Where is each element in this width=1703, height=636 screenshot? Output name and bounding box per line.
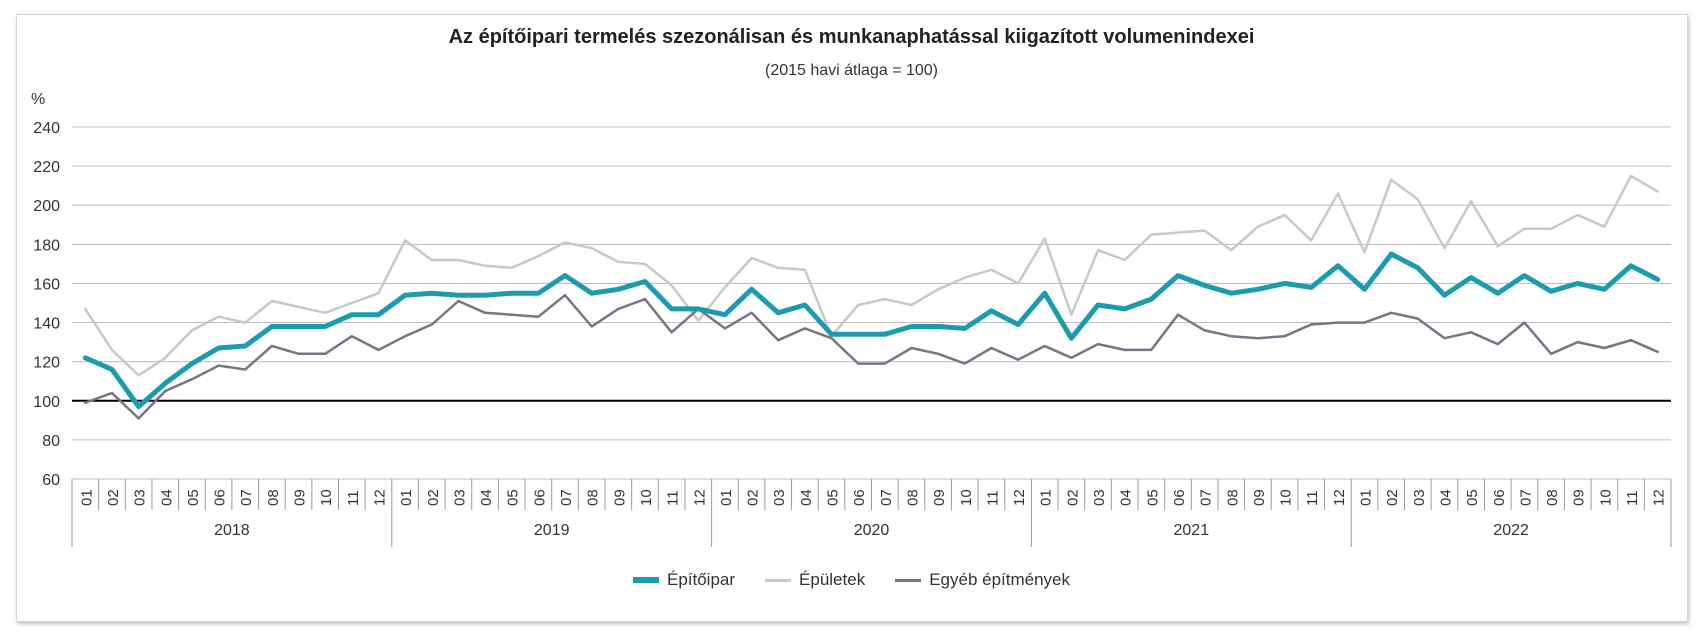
x-tick-label-month: 07 — [1517, 489, 1534, 506]
legend: Építőipar Épületek Egyéb építmények — [0, 570, 1703, 590]
x-tick-label-month: 11 — [984, 490, 1001, 506]
x-tick-label-month: 04 — [1437, 489, 1454, 506]
legend-label-egyeb: Egyéb építmények — [929, 570, 1071, 589]
legend-label-epitoipar: Építőipar — [666, 570, 736, 589]
y-tick-label-120: 120 — [33, 355, 60, 372]
x-tick-label-month: 02 — [745, 489, 762, 506]
x-tick-label-month: 06 — [851, 489, 868, 506]
legend-swatch-egyeb — [895, 578, 922, 582]
x-tick-label-month: 12 — [1011, 489, 1028, 506]
x-tick-label-month: 11 — [1304, 490, 1321, 506]
x-tick-label-month: 03 — [771, 489, 788, 506]
series-line-2 — [84, 293, 1659, 420]
chart-subtitle: (2015 havi átlaga = 100) — [764, 62, 938, 79]
x-tick-label-month: 12 — [1331, 489, 1348, 506]
x-tick-label-month: 01 — [398, 489, 415, 506]
x-tick-label-month: 08 — [265, 489, 282, 506]
x-tick-label-month: 05 — [1144, 489, 1161, 506]
x-tick-label-month: 08 — [904, 489, 921, 506]
legend-item-egyeb[interactable]: Egyéb építmények — [895, 570, 1070, 590]
x-tick-label-month: 02 — [105, 489, 122, 506]
x-tick-label-month: 12 — [691, 489, 708, 506]
x-tick-label-month: 12 — [371, 489, 388, 506]
x-tick-label-month: 02 — [1064, 489, 1081, 506]
x-tick-label-month: 11 — [345, 490, 362, 506]
x-tick-label-month: 01 — [718, 489, 735, 506]
x-tick-label-month: 01 — [78, 489, 95, 506]
x-tick-label-month: 08 — [585, 489, 602, 506]
y-tick-label-200: 200 — [33, 198, 60, 215]
x-tick-label-month: 04 — [1118, 489, 1135, 506]
x-tick-label-month: 07 — [1198, 489, 1215, 506]
x-tick-label-year-2018: 2018 — [214, 522, 250, 539]
x-tick-label-month: 05 — [505, 489, 522, 506]
legend-swatch-epuletek — [765, 578, 792, 582]
x-tick-label-year-2020: 2020 — [854, 522, 890, 539]
y-tick-label-220: 220 — [33, 159, 60, 176]
x-tick-label-month: 09 — [1251, 489, 1268, 506]
y-tick-label-160: 160 — [33, 276, 60, 293]
x-tick-label-month: 06 — [1171, 489, 1188, 506]
x-tick-label-month: 08 — [1544, 489, 1561, 506]
x-tick-label-month: 09 — [931, 489, 948, 506]
x-tick-label-month: 02 — [425, 489, 442, 506]
x-tick-label-month: 11 — [1624, 490, 1641, 506]
y-tick-label-240: 240 — [33, 120, 60, 137]
x-tick-label-month: 06 — [531, 489, 548, 506]
legend-label-epuletek: Épületek — [799, 570, 866, 589]
x-tick-label-month: 07 — [558, 489, 575, 506]
x-tick-label-month: 07 — [238, 489, 255, 506]
x-tick-label-month: 10 — [318, 489, 335, 506]
x-tick-label-month: 07 — [878, 489, 895, 506]
y-tick-label-140: 140 — [33, 316, 60, 333]
x-tick-label-month: 10 — [1597, 489, 1614, 506]
x-tick-label-month: 01 — [1358, 489, 1375, 506]
x-tick-label-month: 06 — [212, 489, 229, 506]
series-line-1 — [84, 174, 1659, 377]
x-tick-label-year-2019: 2019 — [534, 522, 570, 539]
x-tick-label-month: 10 — [1278, 489, 1295, 506]
x-tick-label-month: 04 — [798, 489, 815, 506]
x-tick-label-month: 04 — [158, 489, 175, 506]
y-axis-unit-label: % — [31, 91, 45, 108]
x-tick-label-month: 03 — [451, 489, 468, 506]
x-tick-label-month: 06 — [1491, 489, 1508, 506]
x-tick-label-month: 09 — [1571, 489, 1588, 506]
x-tick-label-month: 10 — [638, 489, 655, 506]
x-tick-label-year-2022: 2022 — [1493, 522, 1529, 539]
x-tick-label-month: 01 — [1038, 489, 1055, 506]
x-tick-label-month: 12 — [1651, 489, 1668, 506]
x-tick-label-month: 02 — [1384, 489, 1401, 506]
x-tick-label-month: 05 — [185, 489, 202, 506]
legend-swatch-epitoipar — [632, 577, 659, 583]
x-tick-label-month: 09 — [611, 489, 628, 506]
x-tick-label-month: 03 — [1411, 489, 1428, 506]
x-tick-label-month: 03 — [1091, 489, 1108, 506]
legend-item-epitoipar[interactable]: Építőipar — [632, 570, 736, 590]
x-tick-label-month: 09 — [292, 489, 309, 506]
y-tick-label-80: 80 — [42, 433, 60, 450]
x-tick-label-month: 04 — [478, 489, 495, 506]
legend-item-epuletek[interactable]: Épületek — [765, 570, 865, 590]
x-tick-label-month: 11 — [665, 490, 682, 506]
x-tick-label-month: 03 — [132, 489, 149, 506]
y-tick-label-60: 60 — [42, 472, 60, 489]
x-tick-label-month: 08 — [1224, 489, 1241, 506]
y-tick-label-100: 100 — [33, 394, 60, 411]
x-tick-label-year-2021: 2021 — [1174, 522, 1210, 539]
x-tick-label-month: 05 — [1464, 489, 1481, 506]
x-tick-label-month: 05 — [825, 489, 842, 506]
x-tick-label-month: 10 — [958, 489, 975, 506]
y-tick-label-180: 180 — [33, 237, 60, 254]
chart-title: Az építőipari termelés szezonálisan és m… — [448, 26, 1255, 48]
series-line-0 — [82, 251, 1661, 410]
